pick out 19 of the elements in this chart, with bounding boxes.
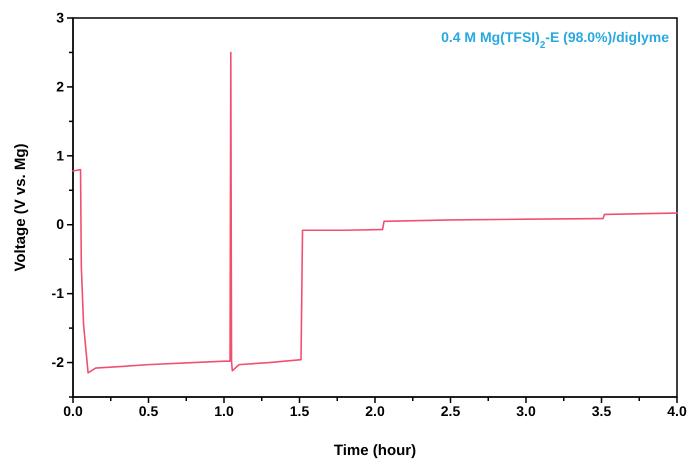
y-axis-title: Voltage (V vs. Mg) (12, 143, 29, 272)
x-tick-label: 1.0 (214, 402, 234, 419)
x-tick-label: 1.5 (290, 402, 310, 419)
x-tick-label: 0.5 (138, 402, 158, 419)
y-tick-label: -2 (52, 354, 64, 370)
y-tick-label: 0 (56, 216, 64, 232)
x-tick-label: 3.0 (516, 402, 536, 419)
x-tick-label: 0.0 (63, 402, 83, 419)
line-series (72, 52, 678, 374)
y-tick-label: 1 (56, 147, 64, 164)
x-tick-label: 2.5 (440, 402, 460, 419)
annotation: 0.4 M Mg(TFSI)$_{2}$-E (98.0%)/diglyme (441, 29, 670, 50)
x-tick-label: 2.0 (365, 402, 385, 419)
y-tick-label: 3 (56, 9, 64, 26)
x-tick-label: 3.5 (592, 402, 612, 419)
x-axis-title: Time (hour) (334, 442, 416, 459)
y-tick-label: 2 (56, 78, 64, 94)
x-tick-label: 4.0 (667, 402, 687, 419)
y-tick-label: -1 (52, 285, 64, 302)
